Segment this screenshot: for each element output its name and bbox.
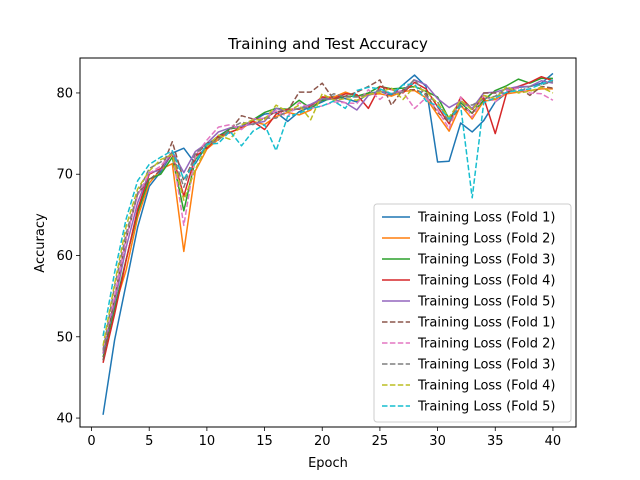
x-tick-label: 30 [429,434,446,449]
x-tick-label: 5 [145,434,153,449]
legend: Training Loss (Fold 1) Training Loss (Fol… [373,203,572,423]
legend-entry-1: Training Loss (Fold 1) [417,211,555,226]
y-tick-label: 70 [56,168,73,183]
legend-entry-6: Training Loss (Fold 1) [417,316,555,331]
plot-area-frame [79,57,577,428]
legend-entry-3: Training Loss (Fold 3) [417,253,555,268]
series-layer [102,72,554,415]
series-line-9 [102,85,554,346]
x-axis-label: Epoch [308,456,348,471]
x-tick-label: 40 [545,434,562,449]
legend-entry-9: Training Loss (Fold 4) [417,379,555,394]
x-tick-label: 25 [372,434,389,449]
x-tick-label: 15 [256,434,273,449]
y-axis-label: Accuracy [33,213,48,273]
chart-title: Training and Test Accuracy [227,35,428,53]
x-tick-label: 35 [487,434,504,449]
x-tick-label: 10 [199,434,216,449]
series-line-10 [102,79,554,337]
legend-entry-4: Training Loss (Fold 4) [417,274,555,289]
y-tick-label: 60 [56,249,73,264]
x-tick-label: 0 [87,434,95,449]
series-line-7 [102,87,554,350]
legend-box [373,203,572,423]
legend-entry-7: Training Loss (Fold 2) [417,337,555,352]
legend-entry-10: Training Loss (Fold 5) [417,400,555,415]
legend-entry-8: Training Loss (Fold 3) [417,358,555,373]
x-tick-label: 20 [314,434,331,449]
y-tick-label: 50 [56,330,73,345]
legend-entry-2: Training Loss (Fold 2) [417,232,555,247]
legend-entry-5: Training Loss (Fold 5) [417,295,555,310]
y-axis-ticks: 40 50 60 70 80 [56,86,80,427]
series-line-6 [102,79,554,361]
x-axis-ticks: 0 5 10 15 20 25 30 35 40 [87,427,561,449]
y-tick-label: 80 [56,86,73,101]
y-tick-label: 40 [56,412,73,427]
